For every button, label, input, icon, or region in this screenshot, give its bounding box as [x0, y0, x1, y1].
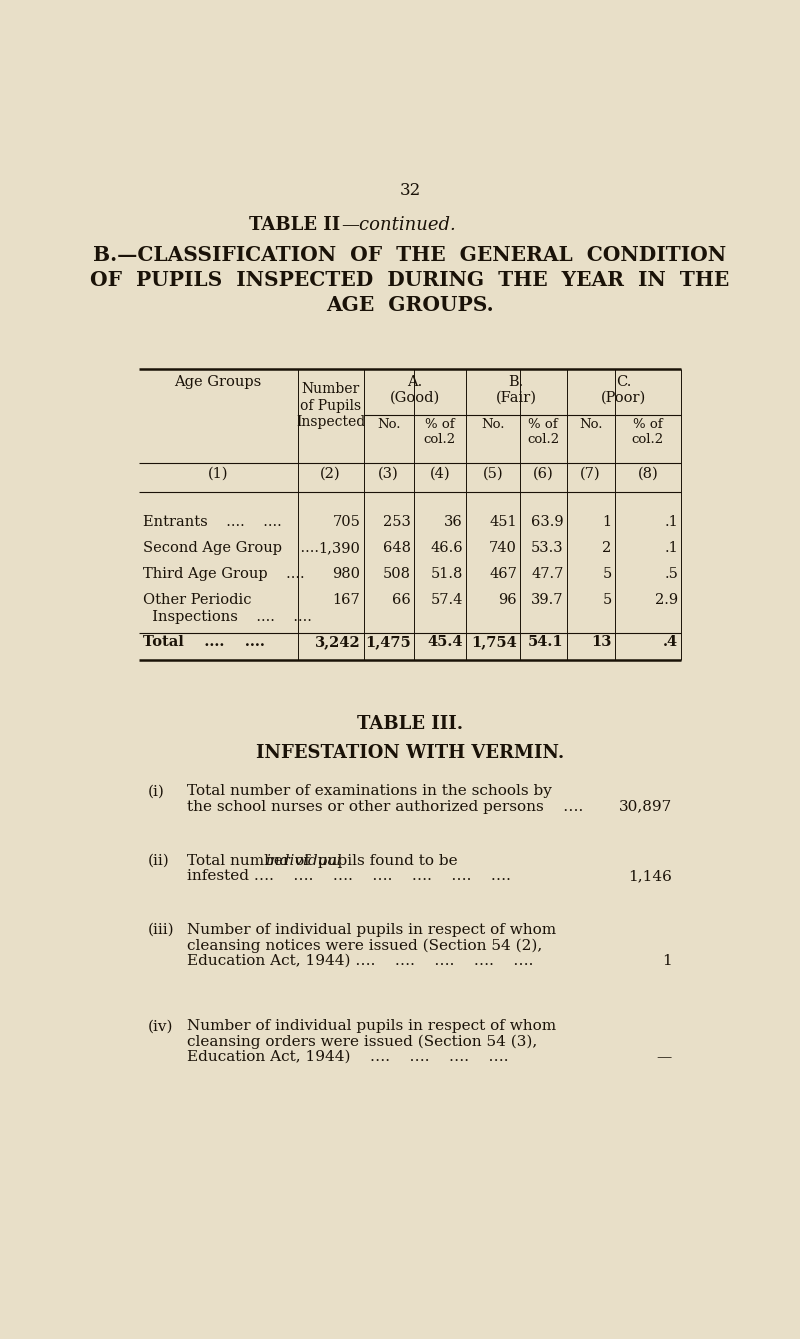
Text: 96: 96 — [498, 593, 517, 608]
Text: TABLE III.: TABLE III. — [357, 715, 463, 732]
Text: (ii): (ii) — [148, 854, 170, 868]
Text: 54.1: 54.1 — [528, 635, 563, 649]
Text: 32: 32 — [399, 182, 421, 200]
Text: Total    ....    ....: Total .... .... — [143, 635, 266, 649]
Text: 30,897: 30,897 — [618, 799, 672, 814]
Text: Second Age Group    ....: Second Age Group .... — [143, 541, 319, 556]
Text: cleansing orders were issued (Section 54 (3),: cleansing orders were issued (Section 54… — [187, 1035, 537, 1048]
Text: A.
(Good): A. (Good) — [390, 375, 440, 404]
Text: C.
(Poor): C. (Poor) — [602, 375, 646, 404]
Text: TABLE II: TABLE II — [249, 216, 340, 234]
Text: (2): (2) — [320, 467, 341, 481]
Text: (7): (7) — [580, 467, 601, 481]
Text: Number
of Pupils
Inspected: Number of Pupils Inspected — [296, 383, 365, 428]
Text: 1,146: 1,146 — [628, 869, 672, 884]
Text: Other Periodic
  Inspections    ....    ....: Other Periodic Inspections .... .... — [143, 593, 312, 624]
Text: 2: 2 — [602, 541, 611, 556]
Text: infested ….    ….    ….    ….    ….    ….    ….: infested …. …. …. …. …. …. …. — [187, 869, 510, 884]
Text: 740: 740 — [489, 541, 517, 556]
Text: B.—CLASSIFICATION  OF  THE  GENERAL  CONDITION: B.—CLASSIFICATION OF THE GENERAL CONDITI… — [94, 245, 726, 265]
Text: Education Act, 1944) ….    ….    ….    ….    ….: Education Act, 1944) …. …. …. …. …. — [187, 953, 533, 968]
Text: 253: 253 — [383, 516, 410, 529]
Text: 451: 451 — [490, 516, 517, 529]
Text: 45.4: 45.4 — [427, 635, 462, 649]
Text: 167: 167 — [333, 593, 361, 608]
Text: 47.7: 47.7 — [531, 568, 563, 581]
Text: Third Age Group    ....: Third Age Group .... — [143, 568, 305, 581]
Text: 46.6: 46.6 — [430, 541, 462, 556]
Text: B.
(Fair): B. (Fair) — [496, 375, 537, 404]
Text: 1,390: 1,390 — [318, 541, 361, 556]
Text: cleansing notices were issued (Section 54 (2),: cleansing notices were issued (Section 5… — [187, 939, 542, 953]
Text: Total number of examinations in the schools by: Total number of examinations in the scho… — [187, 785, 552, 798]
Text: .1: .1 — [664, 516, 678, 529]
Text: % of
col.2: % of col.2 — [632, 418, 664, 446]
Text: —: — — [657, 1050, 672, 1065]
Text: 1,475: 1,475 — [365, 635, 410, 649]
Text: pupils found to be: pupils found to be — [313, 854, 458, 868]
Text: (6): (6) — [533, 467, 554, 481]
Text: 508: 508 — [382, 568, 410, 581]
Text: (8): (8) — [638, 467, 658, 481]
Text: % of
col.2: % of col.2 — [527, 418, 559, 446]
Text: INFESTATION WITH VERMIN.: INFESTATION WITH VERMIN. — [256, 744, 564, 762]
Text: Total number of: Total number of — [187, 854, 314, 868]
Text: Education Act, 1944)    ….    ….    ….    ….: Education Act, 1944) …. …. …. …. — [187, 1050, 508, 1065]
Text: 2.9: 2.9 — [655, 593, 678, 608]
Text: OF  PUPILS  INSPECTED  DURING  THE  YEAR  IN  THE: OF PUPILS INSPECTED DURING THE YEAR IN T… — [90, 270, 730, 291]
Text: (5): (5) — [482, 467, 503, 481]
Text: .5: .5 — [664, 568, 678, 581]
Text: (4): (4) — [430, 467, 450, 481]
Text: 51.8: 51.8 — [430, 568, 462, 581]
Text: 1: 1 — [662, 953, 672, 968]
Text: .1: .1 — [664, 541, 678, 556]
Text: (iv): (iv) — [148, 1019, 174, 1034]
Text: Number of individual pupils in respect of whom: Number of individual pupils in respect o… — [187, 1019, 556, 1034]
Text: 66: 66 — [392, 593, 410, 608]
Text: No.: No. — [377, 418, 401, 431]
Text: Age Groups: Age Groups — [174, 375, 262, 388]
Text: 467: 467 — [489, 568, 517, 581]
Text: 648: 648 — [382, 541, 410, 556]
Text: 63.9: 63.9 — [531, 516, 563, 529]
Text: No.: No. — [481, 418, 505, 431]
Text: 57.4: 57.4 — [430, 593, 462, 608]
Text: Entrants    ....    ....: Entrants .... .... — [143, 516, 282, 529]
Text: 1,754: 1,754 — [471, 635, 517, 649]
Text: (1): (1) — [208, 467, 229, 481]
Text: 1: 1 — [602, 516, 611, 529]
Text: the school nurses or other authorized persons    ….: the school nurses or other authorized pe… — [187, 799, 583, 814]
Text: 3,242: 3,242 — [314, 635, 361, 649]
Text: 13: 13 — [591, 635, 611, 649]
Text: 980: 980 — [333, 568, 361, 581]
Text: 705: 705 — [333, 516, 361, 529]
Text: 5: 5 — [602, 568, 611, 581]
Text: 36: 36 — [444, 516, 462, 529]
Text: —continued.: —continued. — [342, 216, 457, 234]
Text: 53.3: 53.3 — [531, 541, 563, 556]
Text: (3): (3) — [378, 467, 399, 481]
Text: Number of individual pupils in respect of whom: Number of individual pupils in respect o… — [187, 923, 556, 937]
Text: No.: No. — [579, 418, 602, 431]
Text: AGE  GROUPS.: AGE GROUPS. — [326, 295, 494, 315]
Text: .4: .4 — [663, 635, 678, 649]
Text: (i): (i) — [148, 785, 165, 798]
Text: 5: 5 — [602, 593, 611, 608]
Text: individual: individual — [266, 854, 342, 868]
Text: % of
col.2: % of col.2 — [424, 418, 456, 446]
Text: 39.7: 39.7 — [531, 593, 563, 608]
Text: (iii): (iii) — [148, 923, 174, 937]
